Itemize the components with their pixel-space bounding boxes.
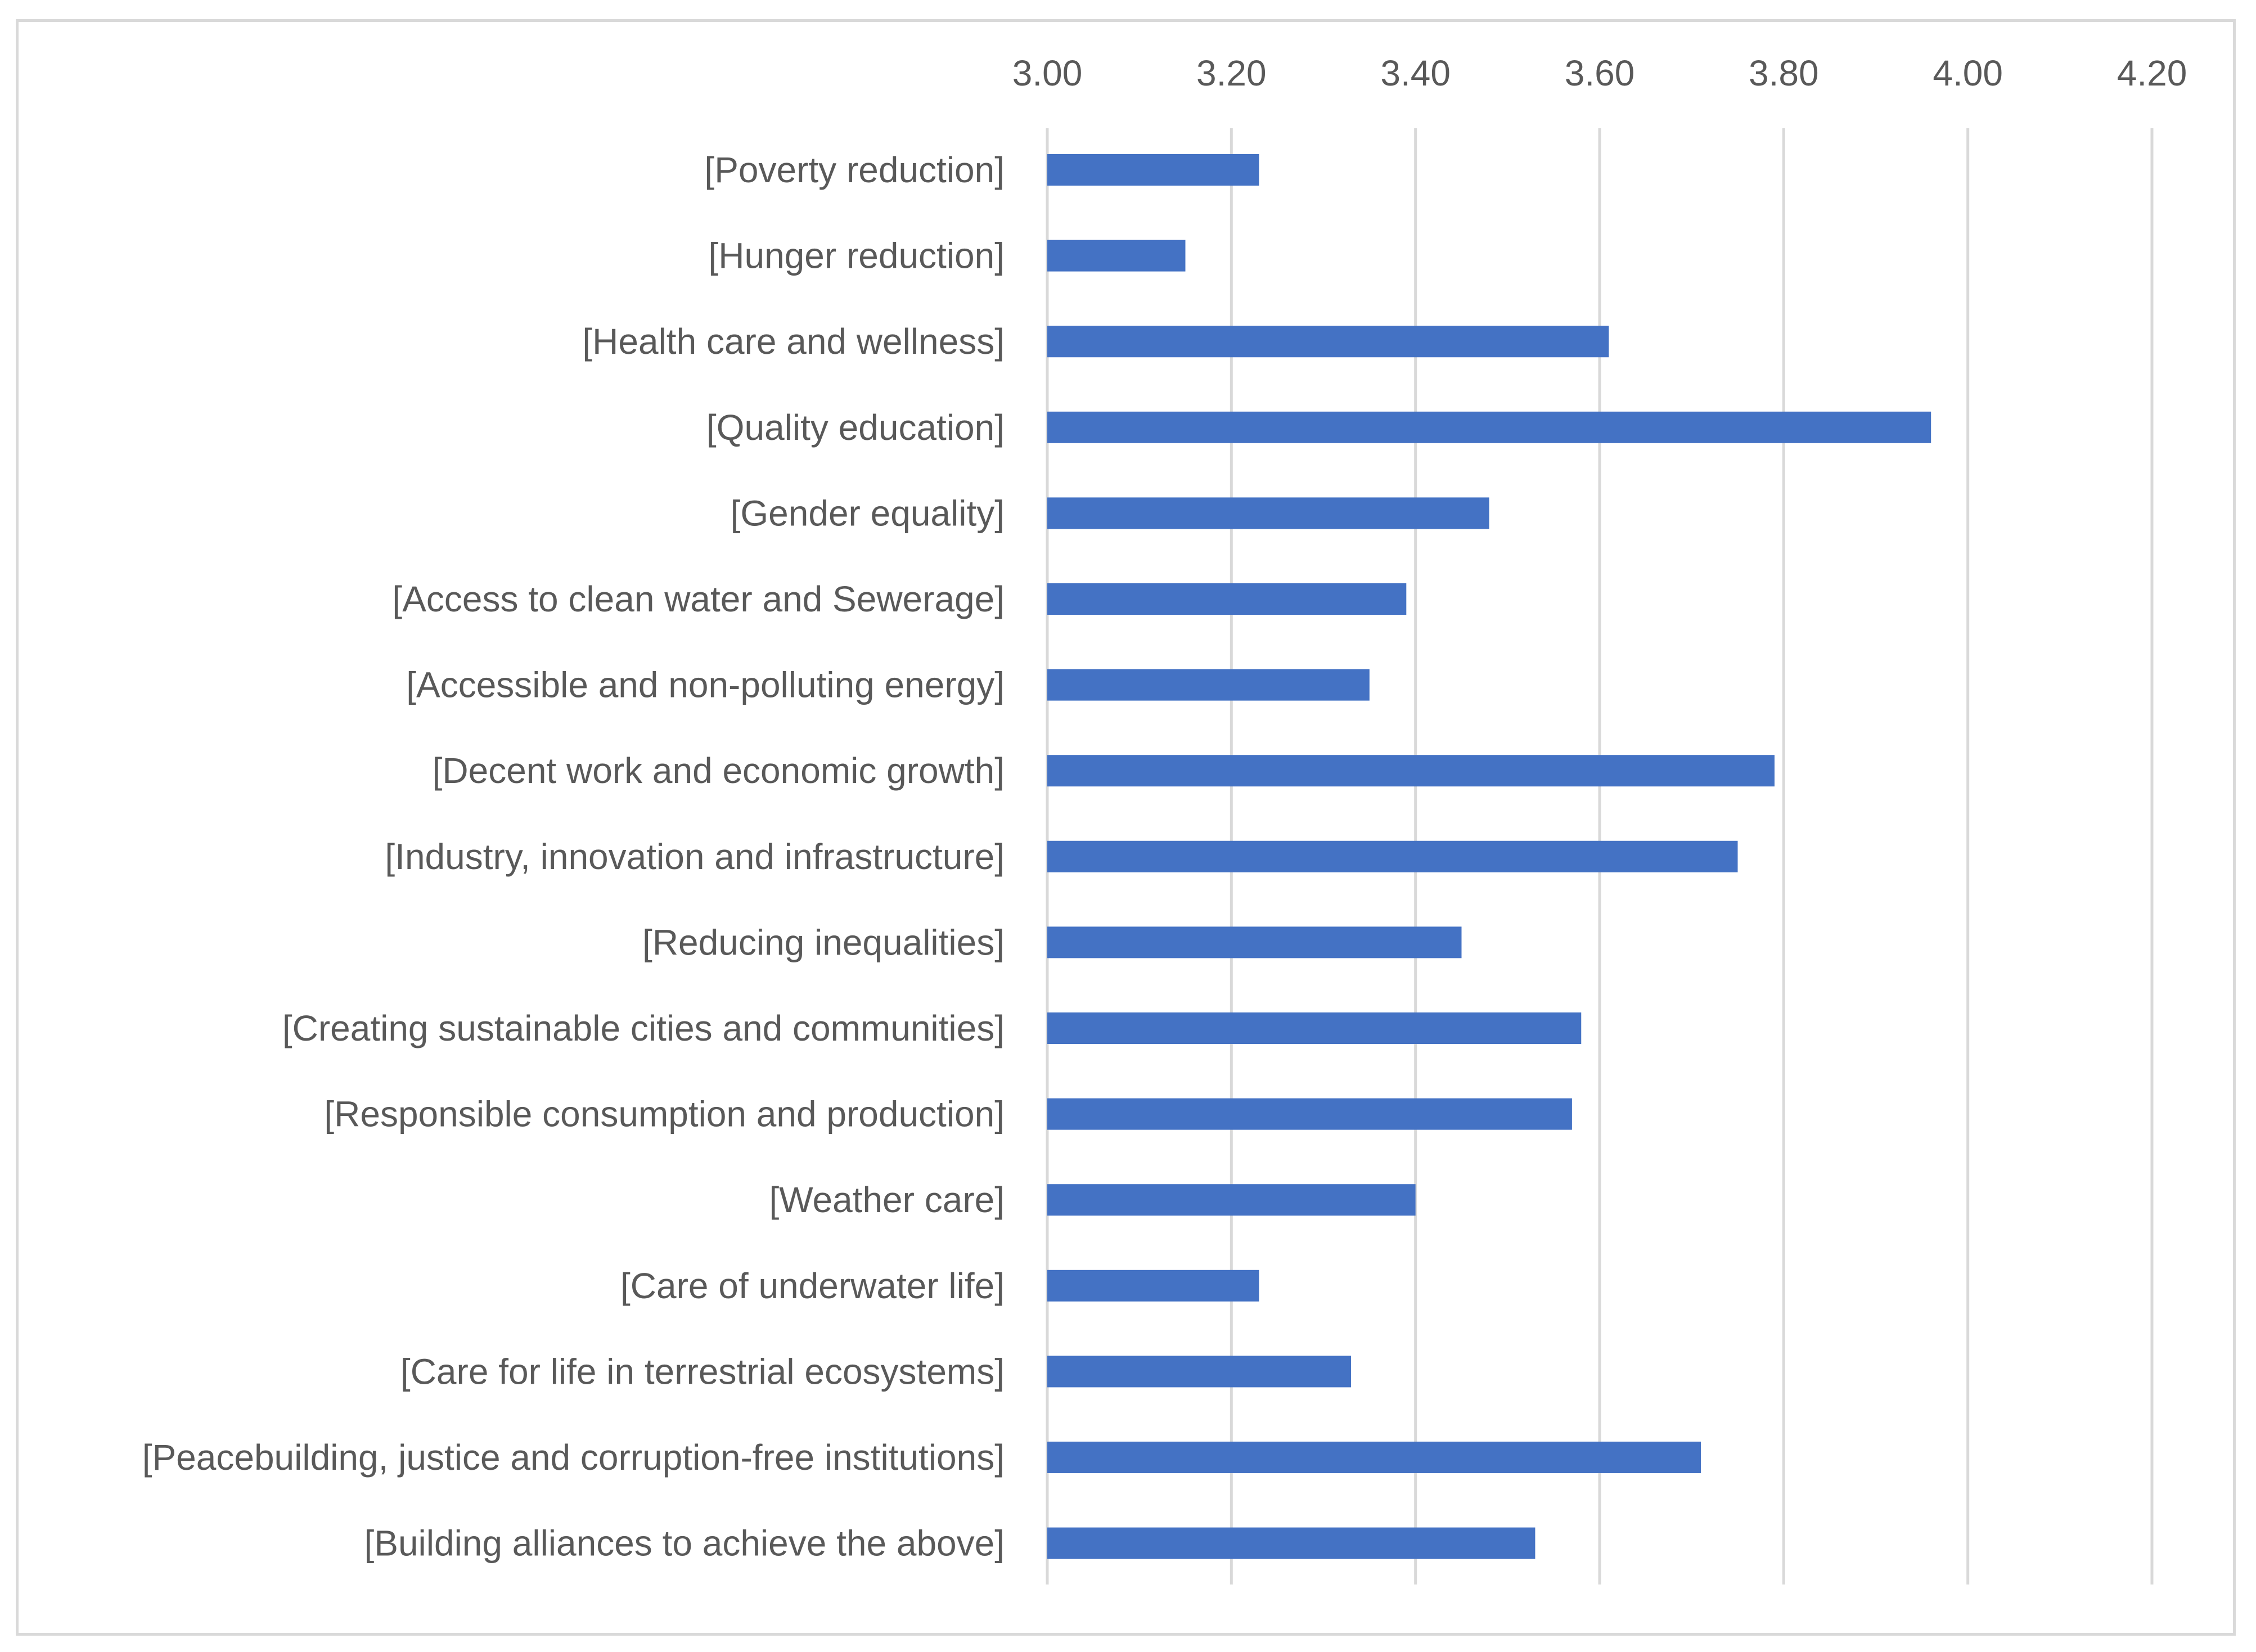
category-label: [Care for life in terrestrial ecosystems… (400, 1351, 1005, 1392)
bar (1047, 1356, 1352, 1388)
category-label: [Health care and wellness] (582, 321, 1005, 362)
bar (1047, 1270, 1259, 1302)
bar (1047, 926, 1462, 958)
category-label: [Gender equality] (731, 493, 1005, 533)
category-label: [Hunger reduction] (708, 236, 1005, 276)
category-label: [Reducing inequalities] (642, 922, 1005, 962)
bar (1047, 755, 1775, 787)
bar (1047, 1184, 1416, 1216)
category-label: [Access to clean water and Sewerage] (392, 579, 1005, 619)
category-label: [Industry, innovation and infrastructure… (385, 836, 1005, 877)
category-label: [Responsible consumption and production] (324, 1094, 1005, 1135)
bar (1047, 840, 1738, 872)
category-label: [Weather care] (769, 1180, 1005, 1220)
x-tick-label: 3.00 (1012, 53, 1083, 93)
bar (1047, 497, 1489, 529)
bar (1047, 1098, 1572, 1130)
bar (1047, 411, 1931, 443)
x-tick-label: 4.20 (2117, 53, 2187, 93)
bar (1047, 326, 1609, 358)
x-tick-label: 3.80 (1749, 53, 1819, 93)
gridlines (1046, 128, 2154, 1585)
x-tick-label: 3.40 (1380, 53, 1451, 93)
category-label: [Accessible and non-polluting energy] (406, 665, 1005, 705)
bar (1047, 154, 1259, 186)
bar (1047, 240, 1186, 272)
category-labels: [Poverty reduction] [Hunger reduction] [He… (142, 150, 1005, 1564)
bar (1047, 1527, 1535, 1559)
category-label: [Care of underwater life] (620, 1266, 1005, 1306)
category-label: [Quality education] (706, 407, 1005, 448)
x-axis-ticks: 3.00 3.20 3.40 3.60 3.80 4.00 4.20 (1012, 53, 2187, 93)
x-tick-label: 4.00 (1933, 53, 2003, 93)
bar (1047, 1442, 1701, 1473)
category-label: [Creating sustainable cities and communi… (282, 1008, 1005, 1048)
category-label: [Decent work and economic growth] (433, 750, 1005, 791)
bars (1047, 154, 1931, 1559)
category-label: [Building alliances to achieve the above… (364, 1523, 1005, 1564)
category-label: [Poverty reduction] (704, 150, 1005, 190)
bar (1047, 669, 1370, 701)
x-tick-label: 3.20 (1196, 53, 1267, 93)
x-tick-label: 3.60 (1565, 53, 1635, 93)
bar (1047, 583, 1407, 615)
category-label: [Peacebuilding, justice and corruption-f… (142, 1437, 1005, 1478)
bar (1047, 1012, 1582, 1044)
